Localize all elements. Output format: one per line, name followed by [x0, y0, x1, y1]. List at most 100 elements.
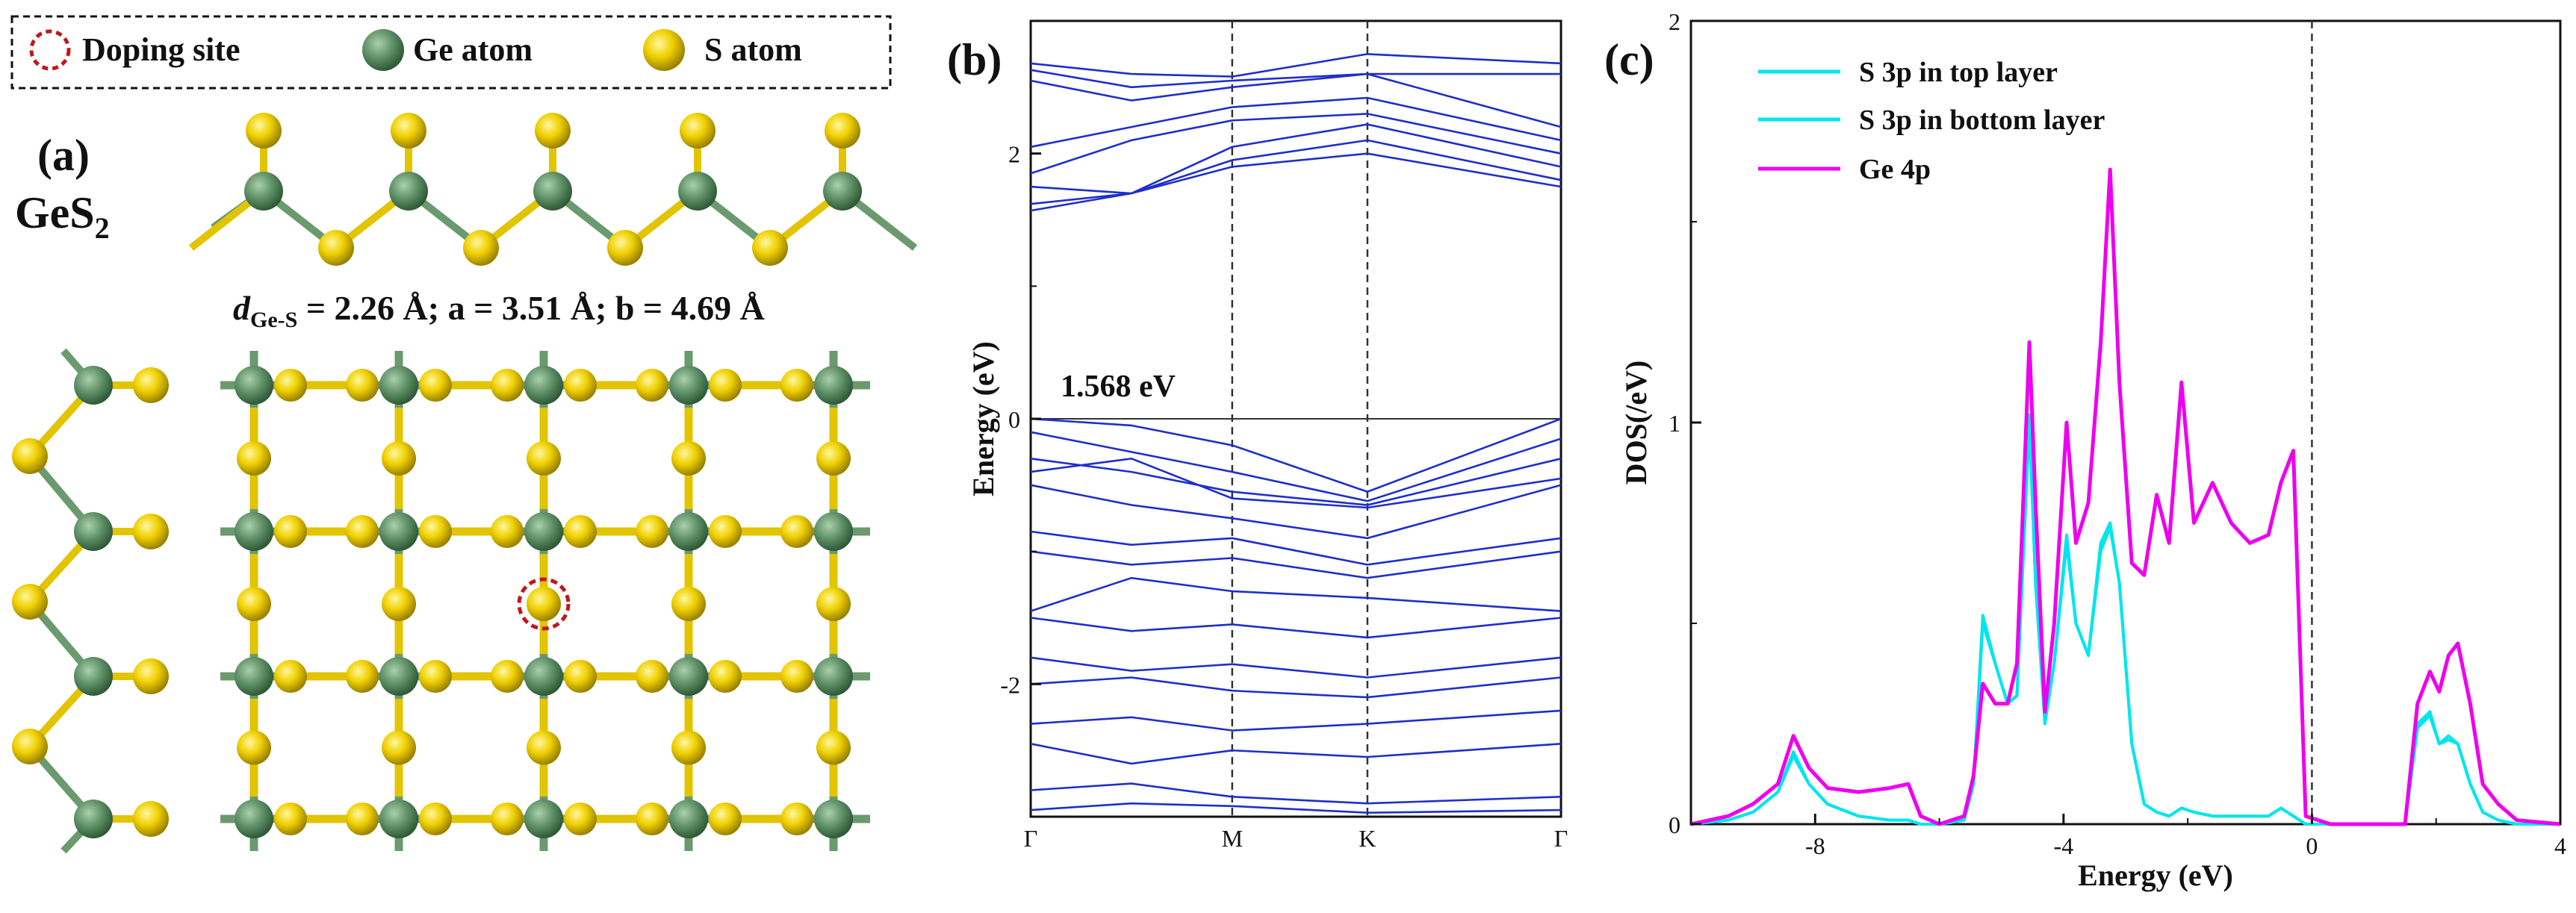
- compound-name: GeS2: [15, 188, 110, 245]
- s-atom: [780, 660, 813, 693]
- ge-atom: [74, 366, 113, 405]
- dos-series-line: [1690, 421, 2560, 826]
- y-tick-label: 1: [1669, 410, 1680, 437]
- legend-label: S 3p in top layer: [1859, 57, 2058, 88]
- valence-band-line: [1030, 782, 1562, 805]
- side-view-vertical: [12, 348, 169, 854]
- s-atom: [780, 515, 813, 548]
- s-atom: [12, 584, 48, 620]
- ge-atom: [814, 512, 853, 551]
- s-atom: [419, 369, 452, 402]
- ge-atom: [244, 172, 283, 211]
- s-atom: [527, 441, 561, 476]
- panel-b-label: (b): [947, 35, 1002, 84]
- s-atom: [382, 441, 416, 476]
- s-atom: [816, 441, 851, 476]
- ge-atom: [524, 657, 563, 696]
- dos-chart: -8 -4 0 4 0 1 2 Energy (eV) DOS(/eV) S 3p in top …: [1619, 8, 2566, 892]
- x-axis-title: Energy (eV): [2078, 859, 2233, 892]
- s-atom: [419, 515, 452, 548]
- ge-atom: [669, 366, 708, 405]
- s-atom: [237, 441, 271, 476]
- s-atom: [419, 660, 452, 693]
- legend-ge-atom: Ge atom: [413, 31, 533, 68]
- ge-atom: [524, 512, 563, 551]
- valence-band-line: [1030, 617, 1562, 639]
- ge-atom: [678, 172, 717, 211]
- x-tick-label: Γ: [1024, 825, 1038, 852]
- s-atom: [491, 515, 524, 548]
- param-values: = 2.26 Å; a = 3.51 Å; b = 4.69 Å: [297, 289, 765, 327]
- s-atom: [491, 369, 524, 402]
- s-atom: [274, 369, 307, 402]
- s-atom: [527, 587, 561, 621]
- ge-atom: [814, 657, 853, 696]
- doping-site-icon: [29, 29, 71, 71]
- s-atom: [491, 803, 524, 835]
- side-view-zigzag: [188, 113, 918, 266]
- s-atom: [564, 369, 597, 402]
- s-atom: [780, 369, 813, 402]
- s-atom: [671, 587, 706, 621]
- x-tick-label: 4: [2554, 832, 2566, 859]
- s-atom: [752, 230, 788, 266]
- ge-atom: [235, 366, 273, 405]
- valence-band-line: [1030, 457, 1562, 509]
- y-axis-title: DOS(/eV): [1619, 361, 1653, 485]
- x-tick-label: Γ: [1554, 825, 1568, 852]
- valence-band-line: [1030, 676, 1562, 699]
- y-tick-label: 0: [1008, 406, 1020, 433]
- s-atom: [382, 730, 416, 765]
- s-atom: [382, 587, 416, 621]
- s-atom: [780, 803, 813, 835]
- legend-box: [10, 15, 892, 90]
- ge-atom: [533, 172, 572, 211]
- s-atom: [564, 515, 597, 548]
- x-tick-label: 0: [2306, 832, 2318, 859]
- s-atom: [12, 729, 48, 764]
- conduction-band-line: [1030, 123, 1562, 195]
- s-atom: [346, 515, 379, 548]
- s-atom: [237, 730, 271, 765]
- s-atom: [816, 587, 851, 621]
- s-atom: [636, 515, 668, 548]
- ge-atom: [235, 657, 273, 696]
- s-atom: [237, 587, 271, 621]
- s-atom: [274, 803, 307, 835]
- valence-band-line: [1030, 484, 1562, 540]
- param-d: d: [233, 289, 251, 327]
- compound-subscript: 2: [95, 211, 110, 245]
- conduction-band-line: [1030, 72, 1562, 128]
- s-atom: [709, 515, 742, 548]
- valence-band-line: [1030, 530, 1562, 566]
- s-atom-icon: [643, 29, 685, 71]
- ge-atom: [669, 657, 708, 696]
- atom-legend: Doping site Ge atom S atom: [10, 15, 892, 90]
- panel-a-label: (a): [37, 131, 90, 180]
- s-atom: [12, 438, 48, 474]
- ge-atom: [669, 512, 708, 551]
- x-tick-label: -4: [2054, 832, 2074, 859]
- valence-band-line: [1030, 656, 1562, 679]
- valence-band-line: [1030, 743, 1562, 765]
- plot-frame: [1689, 19, 2562, 826]
- legend-label: Ge 4p: [1859, 154, 1931, 185]
- y-axis-title: Energy (eV): [966, 341, 1000, 496]
- ge-atom: [74, 800, 113, 838]
- ge-atom: [524, 366, 563, 405]
- y-tick-label: -2: [1000, 671, 1020, 698]
- ge-atom: [235, 512, 273, 551]
- s-atom: [564, 660, 597, 693]
- ge-atom: [379, 657, 418, 696]
- s-atom: [607, 230, 643, 266]
- valence-band-line: [1030, 576, 1562, 612]
- panel-c-label: (c): [1604, 35, 1654, 84]
- s-atom: [709, 803, 742, 835]
- s-atom: [564, 803, 597, 835]
- s-atom: [246, 113, 282, 149]
- conduction-band-line: [1030, 53, 1562, 78]
- compound-base: GeS: [15, 188, 95, 237]
- s-atom: [318, 230, 354, 266]
- x-tick-label: M: [1222, 825, 1243, 852]
